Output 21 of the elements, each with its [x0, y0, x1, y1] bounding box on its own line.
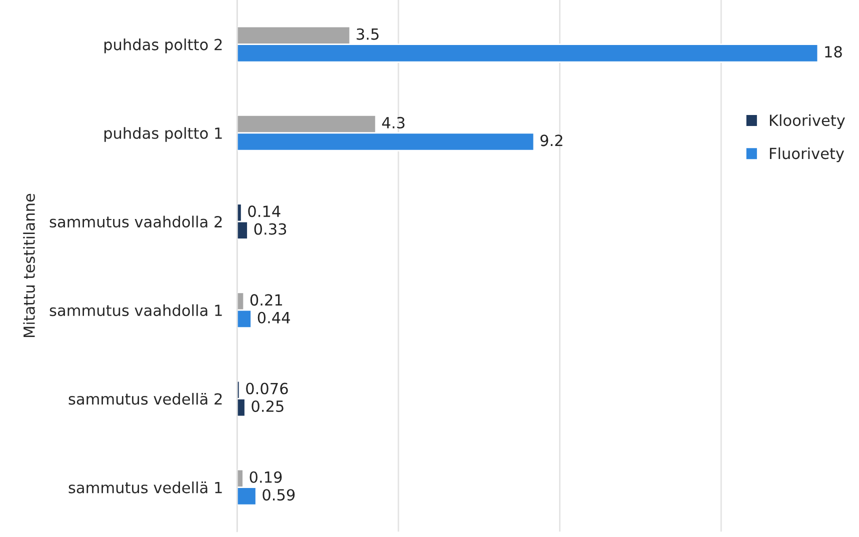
- data-label: 0.14: [248, 206, 280, 218]
- data-label: 0.076: [246, 382, 288, 394]
- data-label: 18: [825, 46, 842, 58]
- data-label: 9.2: [540, 134, 562, 146]
- y-axis-title: Mitattu testitilanne: [23, 194, 35, 338]
- y-tick-label: sammutus vedellä 2: [68, 392, 222, 405]
- data-label: 3.5: [356, 28, 379, 40]
- data-label: 0.25: [252, 400, 284, 412]
- y-tick-label: puhdas poltto 2: [104, 38, 222, 54]
- y-tick-label: sammutus vedellä 1: [68, 482, 222, 494]
- legend-label: Kloorivety: [770, 114, 845, 130]
- data-label: 0.59: [262, 489, 295, 501]
- legend-label: Fluorivety: [770, 147, 844, 162]
- data-label: 0.21: [250, 294, 282, 306]
- data-label: 0.33: [254, 223, 286, 235]
- y-tick-label: puhdas poltto 1: [104, 127, 222, 142]
- data-label: 0.44: [258, 312, 290, 324]
- y-tick-label: sammutus vaahdolla 1: [50, 304, 222, 316]
- y-tick-label: sammutus vaahdolla 2: [50, 216, 222, 228]
- data-label: 0.19: [250, 471, 282, 483]
- data-label: 4.3: [382, 116, 404, 128]
